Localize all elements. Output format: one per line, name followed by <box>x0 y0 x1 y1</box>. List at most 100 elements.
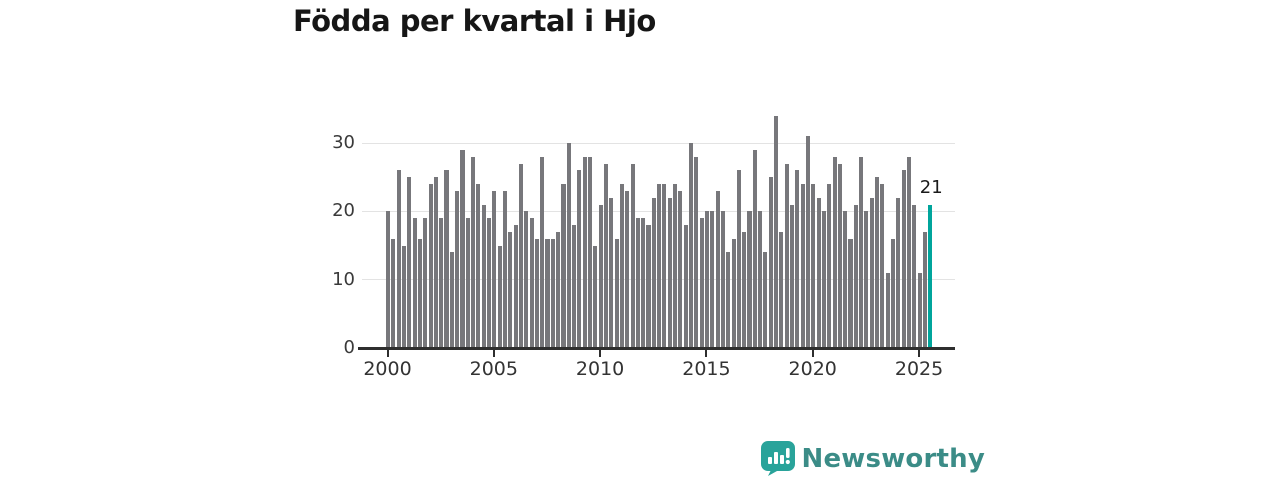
bar <box>747 211 752 348</box>
bar <box>683 225 688 348</box>
bar <box>486 218 492 348</box>
bar <box>853 204 858 348</box>
page-title: Födda per kvartal i Hjo <box>293 4 656 38</box>
x-axis-tick <box>705 349 708 357</box>
bar <box>678 190 683 348</box>
x-axis-line <box>358 347 955 350</box>
bar <box>545 238 550 348</box>
bar <box>694 156 699 348</box>
bar <box>598 204 603 348</box>
bar <box>439 218 444 348</box>
bar <box>609 197 614 348</box>
bar <box>662 184 667 348</box>
bar <box>625 190 630 348</box>
bar <box>667 197 672 348</box>
x-axis-tick-label: 2020 <box>788 358 837 380</box>
bar <box>524 211 529 348</box>
bar <box>401 245 407 348</box>
bar <box>497 245 502 348</box>
bar <box>423 218 428 348</box>
bar-value-annotation: 21 <box>919 176 943 198</box>
bar <box>449 252 454 348</box>
bar <box>673 184 678 348</box>
bar <box>720 211 725 348</box>
bar <box>885 272 890 348</box>
newsworthy-wordmark: Newsworthy <box>801 443 985 474</box>
bar <box>476 184 481 348</box>
bar <box>455 190 460 348</box>
y-axis-tick-label: 0 <box>343 337 355 358</box>
bar <box>875 177 880 348</box>
bar <box>726 252 731 348</box>
bar <box>795 170 800 348</box>
bar <box>481 204 486 348</box>
x-axis-tick <box>492 349 495 357</box>
bar <box>582 156 587 348</box>
bar <box>890 238 896 348</box>
bar <box>529 218 534 348</box>
bar <box>752 149 757 348</box>
bar <box>641 218 646 348</box>
y-gridline-30 <box>362 142 955 144</box>
bar <box>391 238 396 348</box>
bar <box>417 238 422 348</box>
bar <box>906 156 911 348</box>
bar <box>657 184 662 348</box>
bar <box>758 211 763 348</box>
bar <box>603 163 609 348</box>
bar <box>805 136 811 348</box>
bar <box>412 218 417 348</box>
x-axis-tick-label: 2000 <box>363 358 412 380</box>
bar <box>614 238 619 348</box>
bar <box>444 170 449 348</box>
newsworthy-logo: Newsworthy <box>760 441 985 476</box>
bar <box>832 156 837 348</box>
bar <box>688 143 694 348</box>
x-axis-tick <box>918 349 921 357</box>
bar <box>896 197 901 348</box>
bar <box>869 197 874 348</box>
bar <box>710 211 715 348</box>
bar <box>534 238 539 348</box>
bar <box>768 177 773 348</box>
bar <box>651 197 656 348</box>
bar <box>577 170 582 348</box>
bar <box>901 170 906 348</box>
bar <box>859 156 864 348</box>
highlighted-current-quarter-bar <box>928 204 933 348</box>
bar <box>646 225 651 348</box>
bar <box>699 218 704 348</box>
bar <box>912 204 917 348</box>
x-axis-tick <box>811 349 814 357</box>
y-axis-tick-label: 30 <box>332 132 355 153</box>
bar <box>800 184 805 348</box>
bar <box>917 272 922 348</box>
bar <box>550 238 555 348</box>
bar <box>465 218 470 348</box>
bar <box>635 218 640 348</box>
bar <box>704 211 710 348</box>
bar <box>763 252 768 348</box>
bar <box>561 184 566 348</box>
x-axis-tick-label: 2010 <box>575 358 625 380</box>
bar <box>811 184 816 348</box>
bar <box>508 231 513 348</box>
bar <box>922 231 927 348</box>
bar <box>407 177 412 348</box>
x-axis-tick <box>386 349 389 357</box>
bar <box>731 238 736 348</box>
bar <box>630 163 635 348</box>
bar <box>837 163 842 348</box>
bar <box>396 170 401 348</box>
x-axis-tick-label: 2025 <box>894 358 944 380</box>
bar <box>843 211 848 348</box>
x-axis-tick-label: 2015 <box>682 358 731 380</box>
y-axis-tick-label: 20 <box>332 200 355 222</box>
bar <box>386 211 391 348</box>
bar <box>821 211 826 348</box>
newsworthy-speech-bubble-chart-icon <box>760 441 795 476</box>
bar <box>789 204 795 348</box>
bar <box>502 190 508 348</box>
bar <box>784 163 789 348</box>
